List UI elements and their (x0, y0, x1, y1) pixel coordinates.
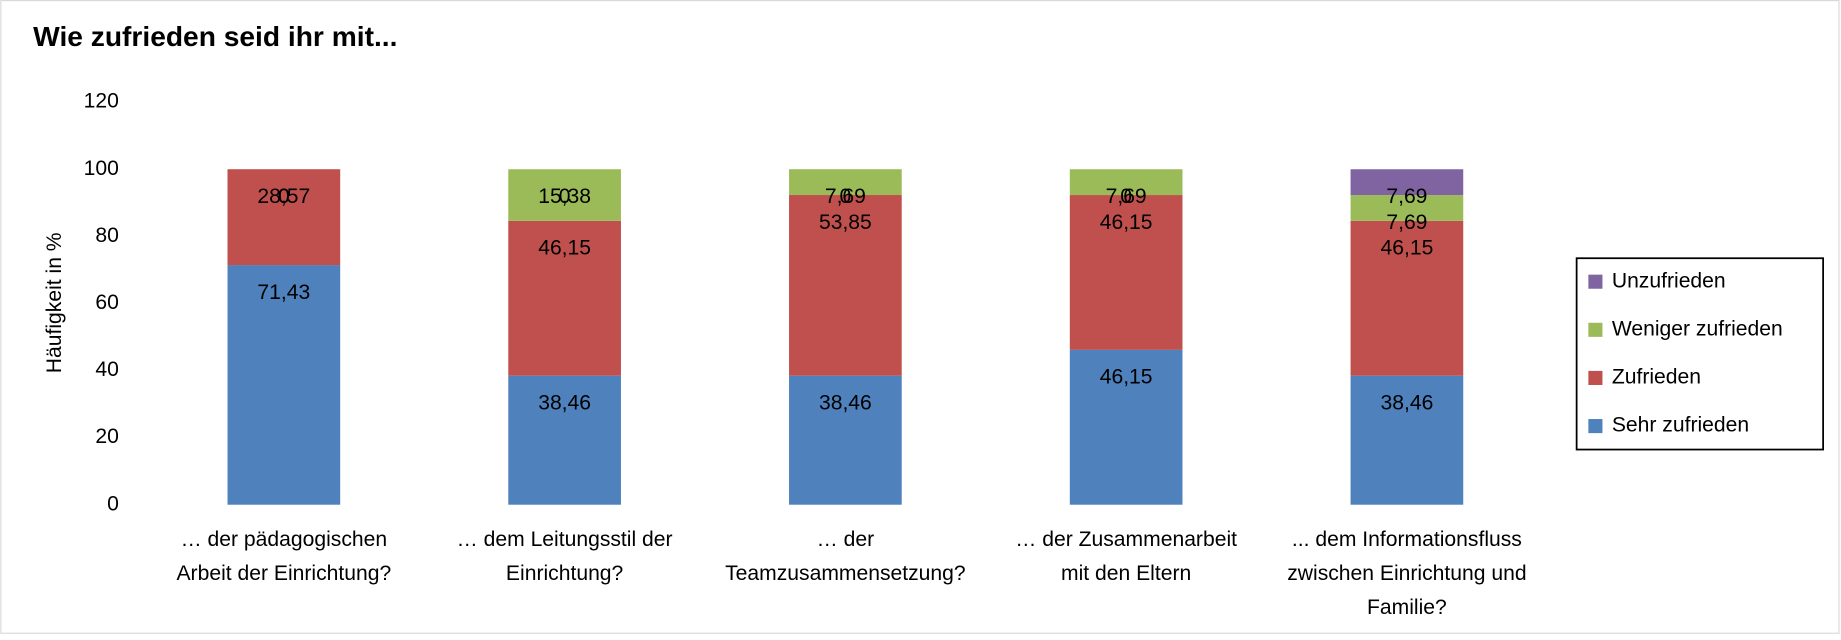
data-label: 38,46 (1380, 391, 1433, 414)
data-label: 0 (1120, 185, 1132, 208)
y-tick-label: 20 (95, 425, 118, 448)
data-label: 38,46 (538, 391, 591, 414)
chart-title: Wie zufrieden seid ihr mit... (33, 20, 397, 52)
x-tick-label: … der pädagogischen Arbeit der Einrichtun… (176, 528, 391, 585)
data-label: 46,15 (1100, 211, 1153, 234)
legend-box (1575, 257, 1824, 451)
x-tick-label: ... dem Informationsfluss zwischen Einric… (1287, 528, 1526, 619)
data-label: 38,46 (819, 391, 872, 414)
y-tick-label: 60 (95, 291, 118, 314)
data-label: 15,38 (538, 185, 591, 208)
legend-label: Zufrieden (1612, 366, 1701, 389)
bar-segment (789, 169, 902, 196)
data-label: 46,15 (1380, 237, 1433, 260)
legend-swatch (1588, 322, 1603, 337)
y-tick-label: 100 (84, 157, 119, 180)
data-label: 46,15 (538, 237, 591, 260)
data-label: 7,69 (1106, 185, 1147, 208)
data-label: 53,85 (819, 211, 872, 234)
bar-segment (1069, 169, 1183, 196)
y-tick-label: 40 (95, 358, 118, 381)
legend-label: Unzufrieden (1612, 269, 1726, 292)
bar-segment (1350, 195, 1464, 221)
x-tick-label: … der Zusammenarbeit mit den Eltern (1015, 528, 1237, 585)
data-label: 7,69 (825, 185, 866, 208)
data-label: 7,69 (1386, 211, 1427, 234)
data-label: 0 (278, 185, 290, 208)
y-tick-label: 80 (95, 224, 118, 247)
legend-swatch (1588, 419, 1603, 434)
x-tick-label: … dem Leitungsstil der Einrichtung? (457, 528, 673, 585)
data-label: 46,15 (1100, 366, 1153, 389)
bar-segment (227, 265, 341, 505)
x-tick-label: … der Teamzusammensetzung? (725, 528, 966, 585)
bar-segment (1350, 375, 1464, 505)
bar-segment (508, 220, 621, 376)
bar-segment (508, 169, 621, 221)
legend-label: Sehr zufrieden (1612, 414, 1749, 437)
bar-segment (508, 375, 621, 505)
data-label: 28,57 (257, 185, 310, 208)
data-label: 0 (559, 185, 571, 208)
bar-segment (1350, 169, 1464, 196)
data-label: 0 (278, 185, 290, 208)
bar-segment (1069, 349, 1183, 505)
y-tick-label: 0 (107, 492, 119, 515)
bar-segment (789, 195, 902, 376)
bar-segment (1069, 195, 1183, 350)
data-label: 0 (840, 185, 852, 208)
y-axis-title: Häufigkeit in % (43, 232, 66, 373)
data-label: 71,43 (257, 281, 310, 304)
legend-label: Weniger zufrieden (1612, 317, 1783, 340)
bar-segment (227, 169, 341, 266)
bar-segment (1350, 220, 1464, 376)
y-tick-label: 120 (84, 90, 119, 113)
bar-segment (789, 375, 902, 505)
legend-swatch (1588, 274, 1603, 289)
data-label: 7,69 (1386, 185, 1427, 208)
legend-swatch (1588, 370, 1603, 385)
